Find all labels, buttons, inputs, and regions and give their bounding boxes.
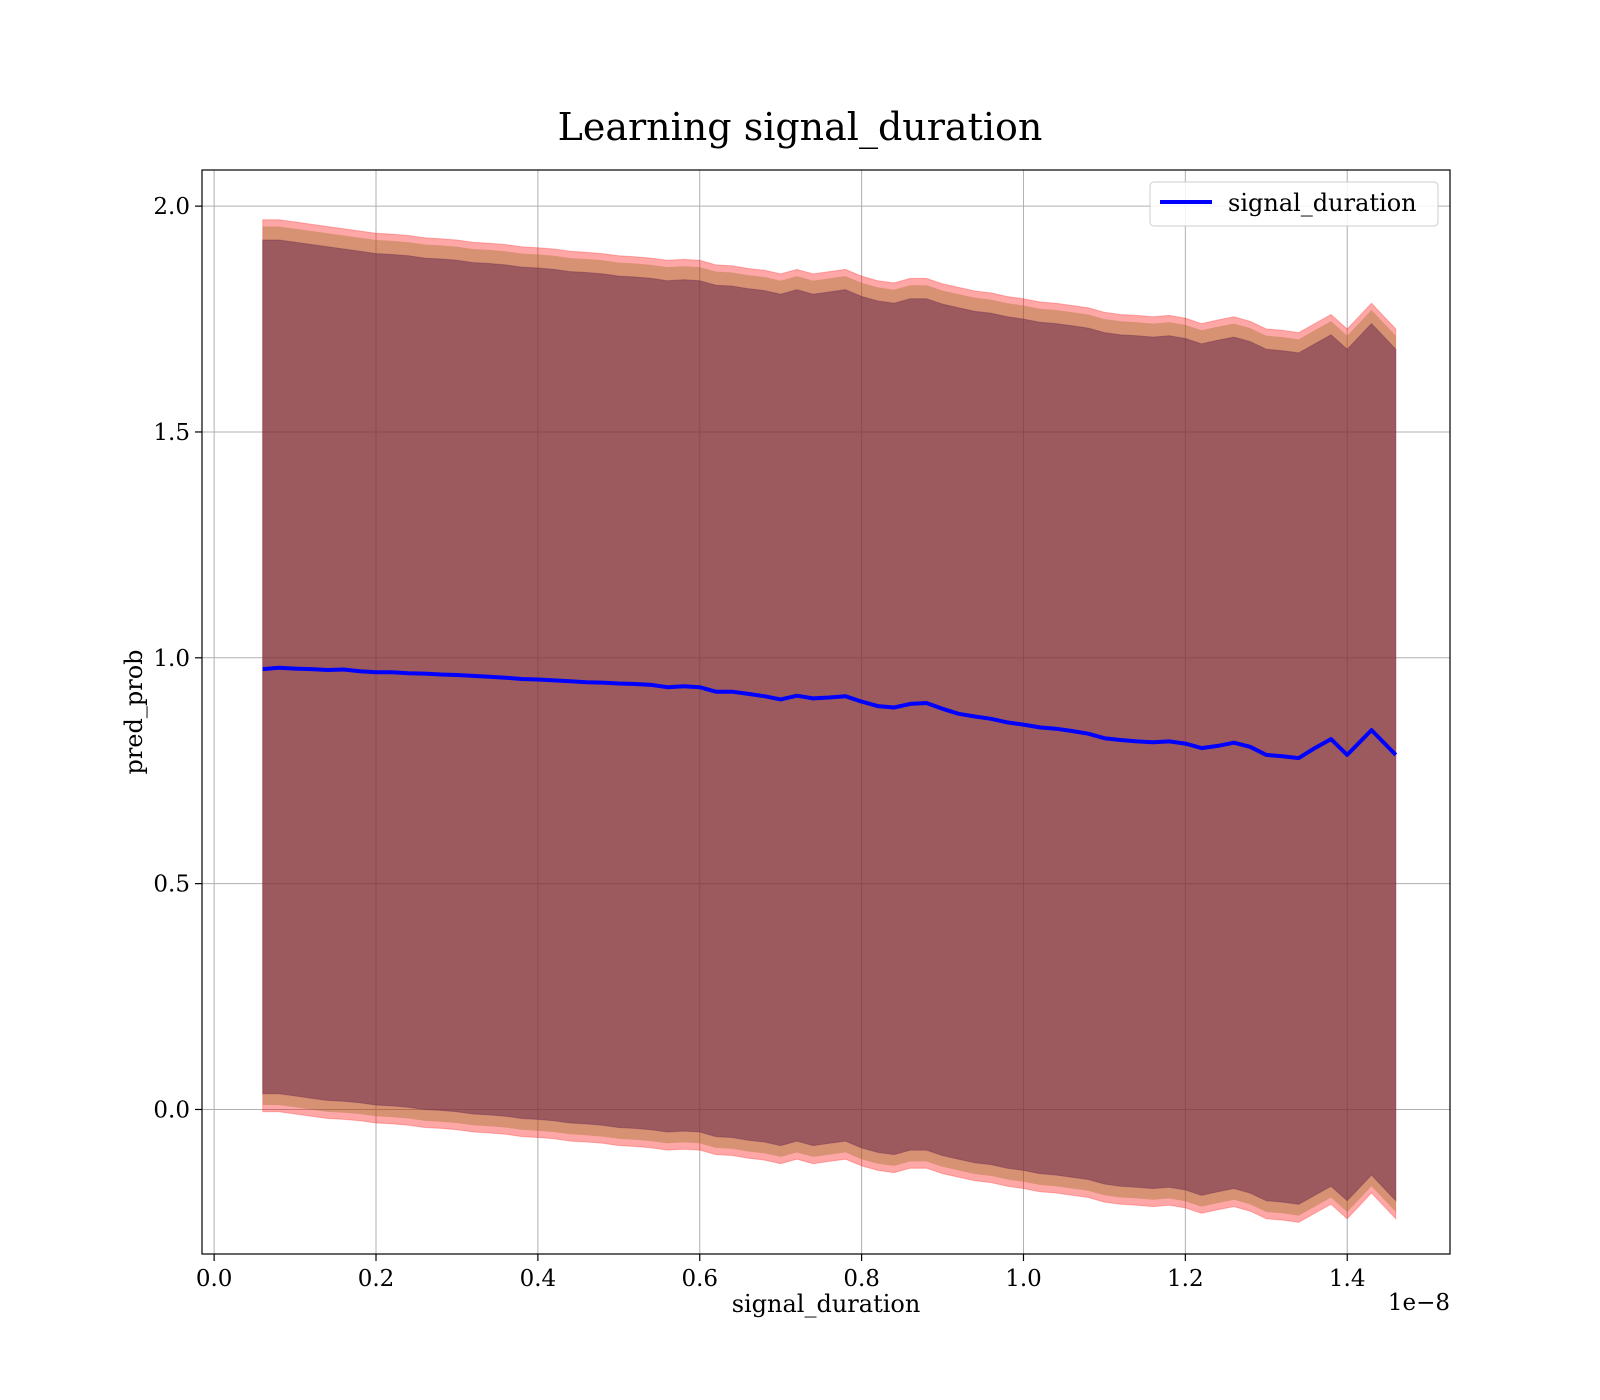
y-tick-label: 2.0 [153, 194, 190, 220]
legend-label-signal-duration: signal_duration [1228, 189, 1417, 217]
confidence-bands [262, 219, 1397, 1223]
x-tick-label: 1.2 [1167, 1266, 1204, 1292]
legend-box [1149, 181, 1439, 227]
x-axis-ticks: 0.0 0.2 0.4 0.6 0.8 1.0 1.2 1.4 [196, 1254, 1366, 1292]
x-tick-label: 0.0 [196, 1266, 233, 1292]
series-line-signal-duration [262, 665, 1398, 761]
chart-title: Learning signal_duration [558, 105, 1043, 150]
x-tick-label: 0.2 [358, 1266, 395, 1292]
series-lines [262, 665, 1398, 761]
legend: signal_duration [1149, 181, 1439, 227]
x-tick-label: 1.0 [1005, 1266, 1042, 1292]
x-tick-label: 0.4 [520, 1266, 557, 1292]
plot-frame [201, 169, 1451, 1255]
inner-band [262, 239, 1397, 1205]
y-tick-label: 0.5 [153, 872, 190, 898]
x-tick-label: 0.8 [843, 1266, 880, 1292]
x-tick-label: 1.4 [1329, 1266, 1366, 1292]
y-axis-ticks: 0.0 0.5 1.0 1.5 2.0 [153, 194, 202, 1123]
x-tick-label: 0.6 [681, 1266, 718, 1292]
y-axis-label: pred_prob [120, 649, 148, 774]
y-tick-label: 1.0 [153, 646, 190, 672]
x-axis-offset-label: 1e−8 [1388, 1290, 1450, 1316]
y-tick-label: 0.0 [153, 1097, 190, 1123]
y-tick-label: 1.5 [153, 420, 190, 446]
x-axis-label: signal_duration [732, 1290, 921, 1318]
